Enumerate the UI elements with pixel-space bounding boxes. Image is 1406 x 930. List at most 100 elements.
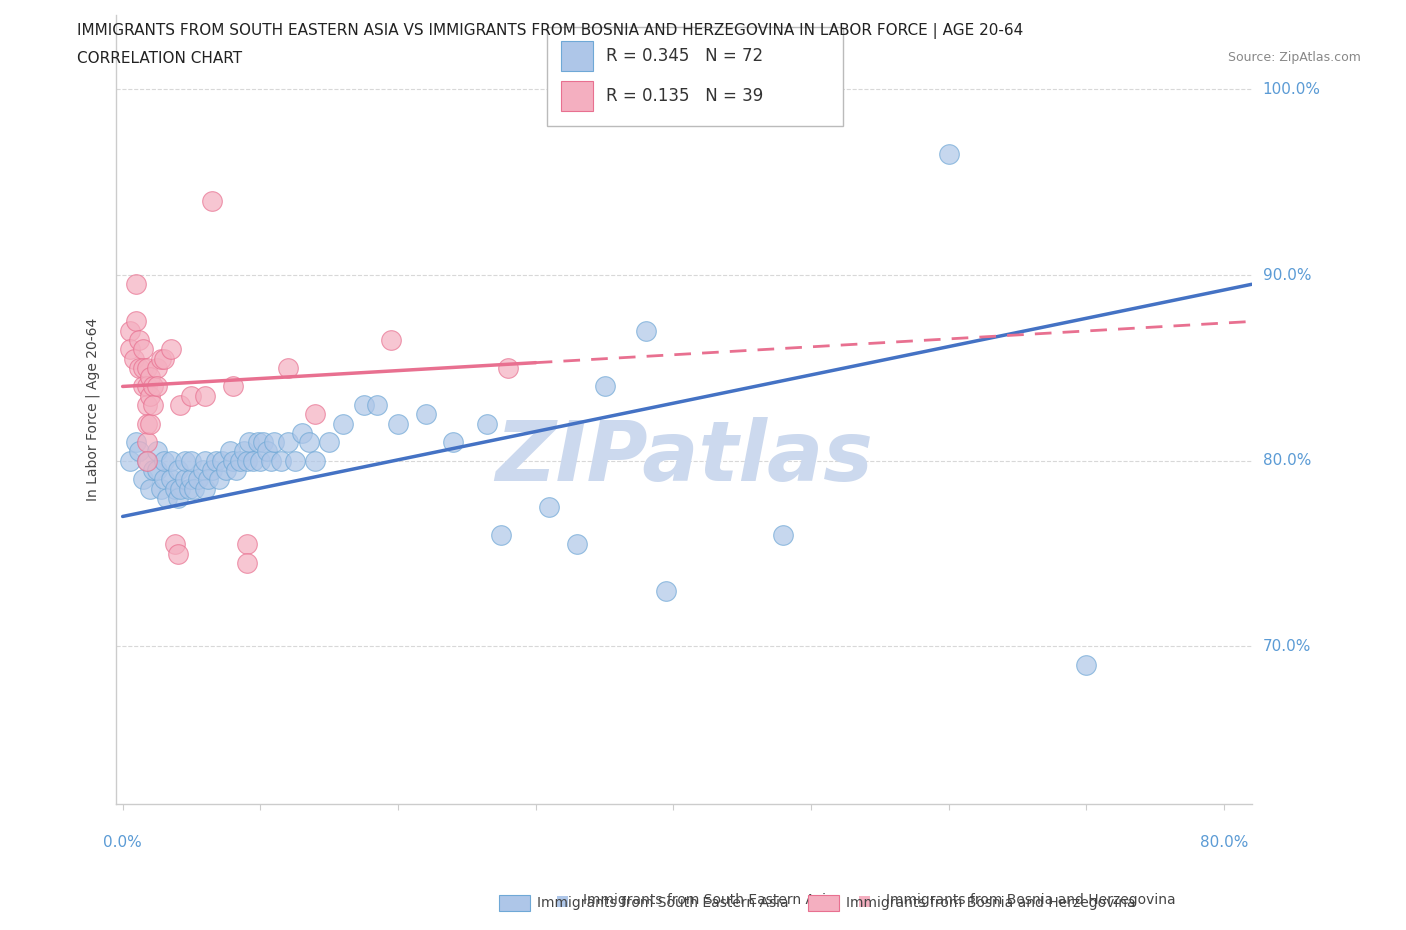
Point	[194, 389, 217, 404]
Point	[197, 472, 219, 486]
Point	[128, 333, 150, 348]
Point	[242, 453, 264, 468]
Point	[211, 453, 233, 468]
Point	[136, 398, 159, 413]
Point	[256, 444, 278, 458]
Text: CORRELATION CHART: CORRELATION CHART	[77, 51, 242, 66]
Point	[125, 314, 148, 329]
Point	[146, 361, 169, 376]
Y-axis label: In Labor Force | Age 20-64: In Labor Force | Age 20-64	[86, 318, 100, 501]
Point	[238, 434, 260, 449]
Point	[291, 425, 314, 440]
Point	[187, 472, 209, 486]
Point	[160, 342, 183, 357]
Point	[655, 583, 678, 598]
Point	[277, 361, 299, 376]
FancyBboxPatch shape	[561, 41, 593, 71]
Point	[139, 416, 162, 431]
Text: ▪: ▪	[858, 890, 872, 910]
Point	[163, 481, 186, 496]
Point	[173, 453, 195, 468]
Point	[122, 352, 145, 366]
FancyBboxPatch shape	[561, 81, 593, 111]
Point	[180, 472, 202, 486]
Text: 100.0%: 100.0%	[1263, 82, 1320, 97]
Point	[153, 472, 176, 486]
Point	[284, 453, 307, 468]
Point	[177, 481, 200, 496]
Point	[146, 444, 169, 458]
Point	[235, 537, 257, 551]
Point	[150, 481, 173, 496]
Text: Source: ZipAtlas.com: Source: ZipAtlas.com	[1227, 51, 1361, 64]
Text: 80.0%: 80.0%	[1199, 835, 1249, 850]
Point	[634, 324, 657, 339]
Point	[163, 537, 186, 551]
Point	[228, 453, 250, 468]
Point	[142, 398, 165, 413]
Point	[304, 453, 326, 468]
Point	[142, 379, 165, 394]
Point	[246, 434, 269, 449]
Text: ▪: ▪	[555, 890, 569, 910]
Point	[194, 453, 217, 468]
Point	[169, 398, 191, 413]
Point	[166, 462, 188, 477]
Point	[153, 453, 176, 468]
Point	[139, 481, 162, 496]
Point	[235, 453, 257, 468]
Point	[118, 324, 141, 339]
Point	[142, 462, 165, 477]
Point	[297, 434, 319, 449]
Point	[496, 361, 519, 376]
Text: 70.0%: 70.0%	[1263, 639, 1310, 654]
Point	[128, 361, 150, 376]
Point	[380, 333, 402, 348]
Point	[136, 453, 159, 468]
Text: ZIPatlas: ZIPatlas	[495, 417, 873, 498]
Point	[477, 416, 499, 431]
Point	[136, 434, 159, 449]
Point	[387, 416, 409, 431]
Point	[183, 481, 205, 496]
Point	[252, 434, 274, 449]
Point	[146, 379, 169, 394]
Point	[235, 555, 257, 570]
Point	[118, 453, 141, 468]
Point	[166, 546, 188, 561]
Point	[118, 342, 141, 357]
Point	[180, 453, 202, 468]
Text: Immigrants from Bosnia and Herzegovina: Immigrants from Bosnia and Herzegovina	[846, 896, 1136, 910]
Point	[538, 499, 561, 514]
Point	[201, 462, 224, 477]
Text: IMMIGRANTS FROM SOUTH EASTERN ASIA VS IMMIGRANTS FROM BOSNIA AND HERZEGOVINA IN : IMMIGRANTS FROM SOUTH EASTERN ASIA VS IM…	[77, 23, 1024, 39]
Point	[136, 379, 159, 394]
Point	[366, 398, 388, 413]
Point	[136, 361, 159, 376]
Point	[565, 537, 588, 551]
Point	[332, 416, 354, 431]
Point	[153, 352, 176, 366]
FancyBboxPatch shape	[547, 27, 842, 126]
Point	[146, 462, 169, 477]
Point	[166, 490, 188, 505]
Point	[249, 453, 271, 468]
Point	[1076, 658, 1098, 672]
Point	[156, 490, 179, 505]
Point	[353, 398, 375, 413]
Point	[938, 147, 960, 162]
Point	[160, 453, 183, 468]
Point	[222, 453, 245, 468]
Point	[125, 434, 148, 449]
Point	[208, 472, 231, 486]
Point	[139, 389, 162, 404]
Point	[132, 379, 155, 394]
Text: Immigrants from Bosnia and Herzegovina: Immigrants from Bosnia and Herzegovina	[886, 893, 1175, 908]
Point	[139, 370, 162, 385]
Point	[191, 462, 214, 477]
Point	[304, 407, 326, 422]
Text: 90.0%: 90.0%	[1263, 268, 1312, 283]
Point	[277, 434, 299, 449]
Point	[132, 472, 155, 486]
Point	[219, 444, 242, 458]
